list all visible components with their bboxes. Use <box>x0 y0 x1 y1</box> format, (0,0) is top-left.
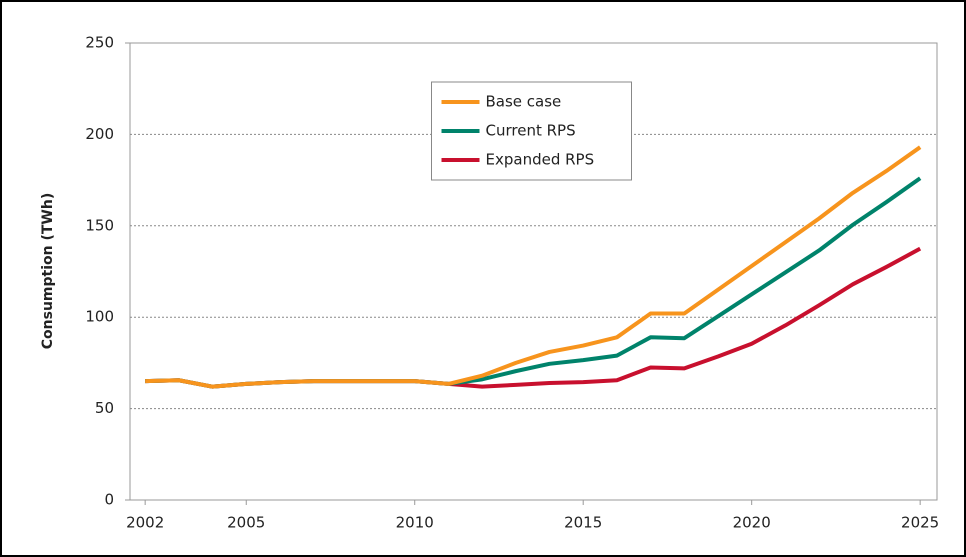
y-tick-label: 250 <box>85 34 114 52</box>
y-tick-label: 50 <box>95 399 114 417</box>
x-tick-label: 2002 <box>126 514 164 532</box>
x-tick-label: 2010 <box>396 514 434 532</box>
y-tick-label: 100 <box>85 308 114 326</box>
legend-label: Base case <box>486 93 562 111</box>
y-tick-label: 200 <box>85 125 114 143</box>
series-line <box>145 145 922 389</box>
legend: Base case Current RPS Expanded RPS <box>431 81 632 181</box>
plot-area <box>129 42 938 501</box>
y-tick-label: 150 <box>85 216 114 234</box>
x-tick-label: 2025 <box>901 514 939 532</box>
x-tick-label: 2015 <box>564 514 602 532</box>
legend-label: Current RPS <box>486 122 576 140</box>
x-tick-label: 2020 <box>733 514 771 532</box>
y-axis-label: Consumption (TWh) <box>40 193 56 349</box>
legend-label: Expanded RPS <box>486 151 595 169</box>
x-tick-label: 2005 <box>227 514 265 532</box>
y-tick-label: 0 <box>104 491 114 509</box>
